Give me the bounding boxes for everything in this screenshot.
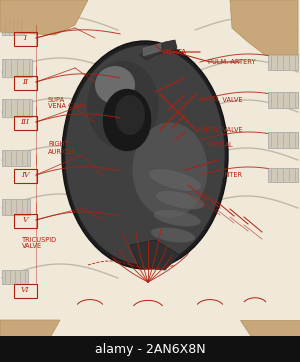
Text: PULM. VALVE: PULM. VALVE bbox=[200, 97, 242, 103]
Ellipse shape bbox=[133, 122, 208, 218]
FancyBboxPatch shape bbox=[2, 99, 32, 117]
FancyBboxPatch shape bbox=[2, 17, 24, 35]
Text: - INTER: - INTER bbox=[218, 172, 242, 178]
Ellipse shape bbox=[148, 169, 202, 191]
FancyBboxPatch shape bbox=[268, 92, 298, 108]
Ellipse shape bbox=[151, 227, 195, 243]
FancyBboxPatch shape bbox=[268, 132, 298, 148]
Ellipse shape bbox=[115, 95, 145, 135]
FancyBboxPatch shape bbox=[2, 150, 30, 166]
Polygon shape bbox=[130, 240, 180, 270]
Text: VI: VI bbox=[21, 286, 29, 294]
Ellipse shape bbox=[155, 191, 205, 209]
Ellipse shape bbox=[95, 66, 135, 104]
Ellipse shape bbox=[103, 89, 151, 151]
Text: - MITRAL: - MITRAL bbox=[204, 142, 233, 148]
Text: RIGHT
AURICLE: RIGHT AURICLE bbox=[48, 142, 76, 155]
Polygon shape bbox=[240, 320, 300, 338]
Text: III: III bbox=[20, 118, 29, 126]
Polygon shape bbox=[0, 320, 60, 338]
Text: AORTIC VALVE: AORTIC VALVE bbox=[196, 127, 243, 133]
Ellipse shape bbox=[153, 210, 201, 227]
Text: alamy - 2AN6X8N: alamy - 2AN6X8N bbox=[95, 342, 205, 355]
Ellipse shape bbox=[62, 41, 228, 269]
Ellipse shape bbox=[65, 45, 225, 265]
Text: I: I bbox=[23, 34, 26, 42]
Polygon shape bbox=[230, 0, 298, 55]
FancyBboxPatch shape bbox=[2, 199, 30, 215]
Text: SUPA
VENA CAVA: SUPA VENA CAVA bbox=[48, 97, 86, 109]
Text: V: V bbox=[22, 216, 28, 224]
Text: AORTA: AORTA bbox=[163, 49, 187, 55]
FancyBboxPatch shape bbox=[268, 54, 298, 70]
Text: IV: IV bbox=[21, 171, 29, 179]
FancyBboxPatch shape bbox=[2, 59, 32, 77]
FancyBboxPatch shape bbox=[2, 270, 28, 284]
Polygon shape bbox=[0, 0, 88, 35]
FancyBboxPatch shape bbox=[268, 168, 298, 182]
Ellipse shape bbox=[87, 61, 159, 149]
Bar bbox=[0, 336, 300, 362]
Polygon shape bbox=[140, 40, 177, 60]
Text: II: II bbox=[22, 78, 28, 86]
Text: PULM. ARTERY: PULM. ARTERY bbox=[208, 59, 256, 65]
Text: TRICUSPID
VALVE: TRICUSPID VALVE bbox=[22, 236, 57, 249]
